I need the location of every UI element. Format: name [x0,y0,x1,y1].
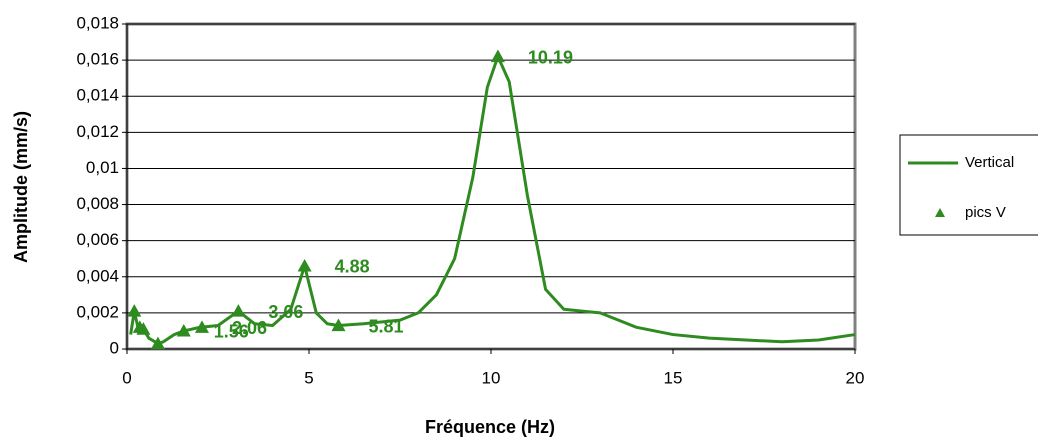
peak-marker [490,49,505,63]
peak-marker [297,258,312,272]
y-tick-label: 0 [110,338,119,357]
legend-box [899,134,1038,236]
x-axis-title: Fréquence (Hz) [425,417,555,437]
data-label: 4.88 [335,257,370,277]
y-axis-title: Amplitude (mm/s) [11,111,31,263]
peak-marker [150,336,165,350]
data-label: 1.56 [214,322,249,342]
y-tick-label: 0,012 [76,122,119,141]
y-tick-label: 0,004 [76,266,119,285]
y-tick-label: 0,002 [76,302,119,321]
peak-marker [176,323,191,337]
peak-marker [127,304,142,317]
data-label: 10.19 [528,47,573,67]
peak-marker [231,304,246,317]
peak-marker [331,318,346,332]
x-tick-label: 15 [664,368,683,387]
data-label: 5.81 [368,316,403,336]
legend-label: pics V [965,204,1006,221]
y-tick-label: 0,018 [76,13,119,32]
x-tick-label: 10 [482,368,501,387]
legend-label: Vertical [965,154,1014,171]
data-label: 2.06 [232,318,267,338]
x-tick-label: 0 [122,368,131,387]
data-label: 3.06 [268,302,303,322]
y-tick-label: 0,006 [76,230,119,249]
y-tick-label: 0,01 [86,158,119,177]
y-tick-label: 0,016 [76,50,119,69]
legend-marker [935,208,945,217]
x-tick-label: 20 [846,368,865,387]
x-tick-label: 5 [304,368,313,387]
peak-marker [194,320,209,333]
y-tick-label: 0,014 [76,86,119,105]
series-line [129,55,856,346]
y-tick-label: 0,008 [76,194,119,213]
peak-marker [136,322,151,335]
